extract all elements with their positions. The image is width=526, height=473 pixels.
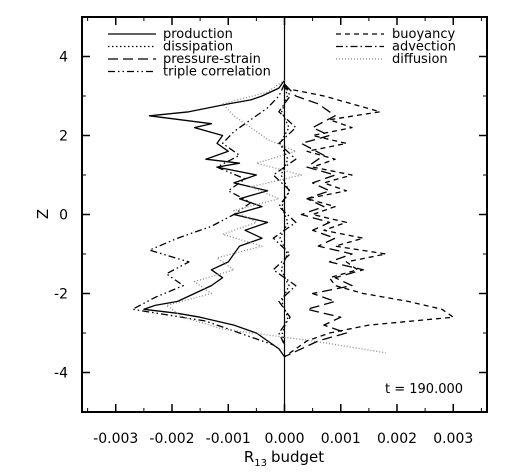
- time-annotation: t = 190.000: [385, 382, 463, 397]
- series-production-line: [143, 79, 286, 358]
- x-axis-label: R13 budget: [244, 448, 324, 469]
- legend-label-diffusion: diffusion: [392, 52, 448, 67]
- series-dissipation-line: [279, 83, 290, 346]
- x-tick-label: -0.003: [93, 431, 138, 447]
- x-axis-label-subscript: 13: [254, 458, 267, 469]
- x-axis-label-text: budget: [271, 448, 324, 466]
- legend-label-advection: advection: [392, 40, 456, 55]
- ticks-layer: -0.003 -0.002 -0.001 0.000 0.001 0.002 0.003 -4…: [54, 16, 487, 447]
- x-tick-label: 0.000: [264, 431, 304, 447]
- series-triple-correlation-line: [131, 83, 286, 346]
- x-axis-label-symbol: R: [244, 448, 254, 466]
- legend-label-pressure-strain: pressure-strain: [163, 52, 261, 67]
- x-tick-label: 0.001: [321, 431, 361, 447]
- x-tick-label: 0.003: [433, 431, 473, 447]
- legend-label-buoyancy: buoyancy: [392, 27, 455, 42]
- y-tick-label: 2: [59, 129, 68, 145]
- x-tick-label: -0.002: [149, 431, 194, 447]
- legend-label-dissipation: dissipation: [163, 40, 233, 55]
- y-tick-label: 4: [59, 50, 68, 66]
- legend-label-production: production: [163, 27, 233, 42]
- x-tick-label: 0.002: [377, 431, 417, 447]
- series-layer: [131, 17, 454, 412]
- y-tick-label: -4: [54, 366, 68, 382]
- legend-label-triple-correlation: triple correlation: [163, 65, 271, 80]
- x-tick-label: -0.001: [206, 431, 251, 447]
- series-advection-line: [272, 83, 297, 346]
- legend: productiondissipationpressure-straintrip…: [108, 27, 456, 80]
- series-diffusion-line: [165, 79, 386, 354]
- y-tick-label: 0: [59, 208, 68, 224]
- y-axis-label: Z: [34, 209, 52, 219]
- y-tick-label: -2: [54, 287, 68, 303]
- series-buoyancy-line: [284, 87, 454, 358]
- series-pressure-strain-line: [284, 83, 364, 358]
